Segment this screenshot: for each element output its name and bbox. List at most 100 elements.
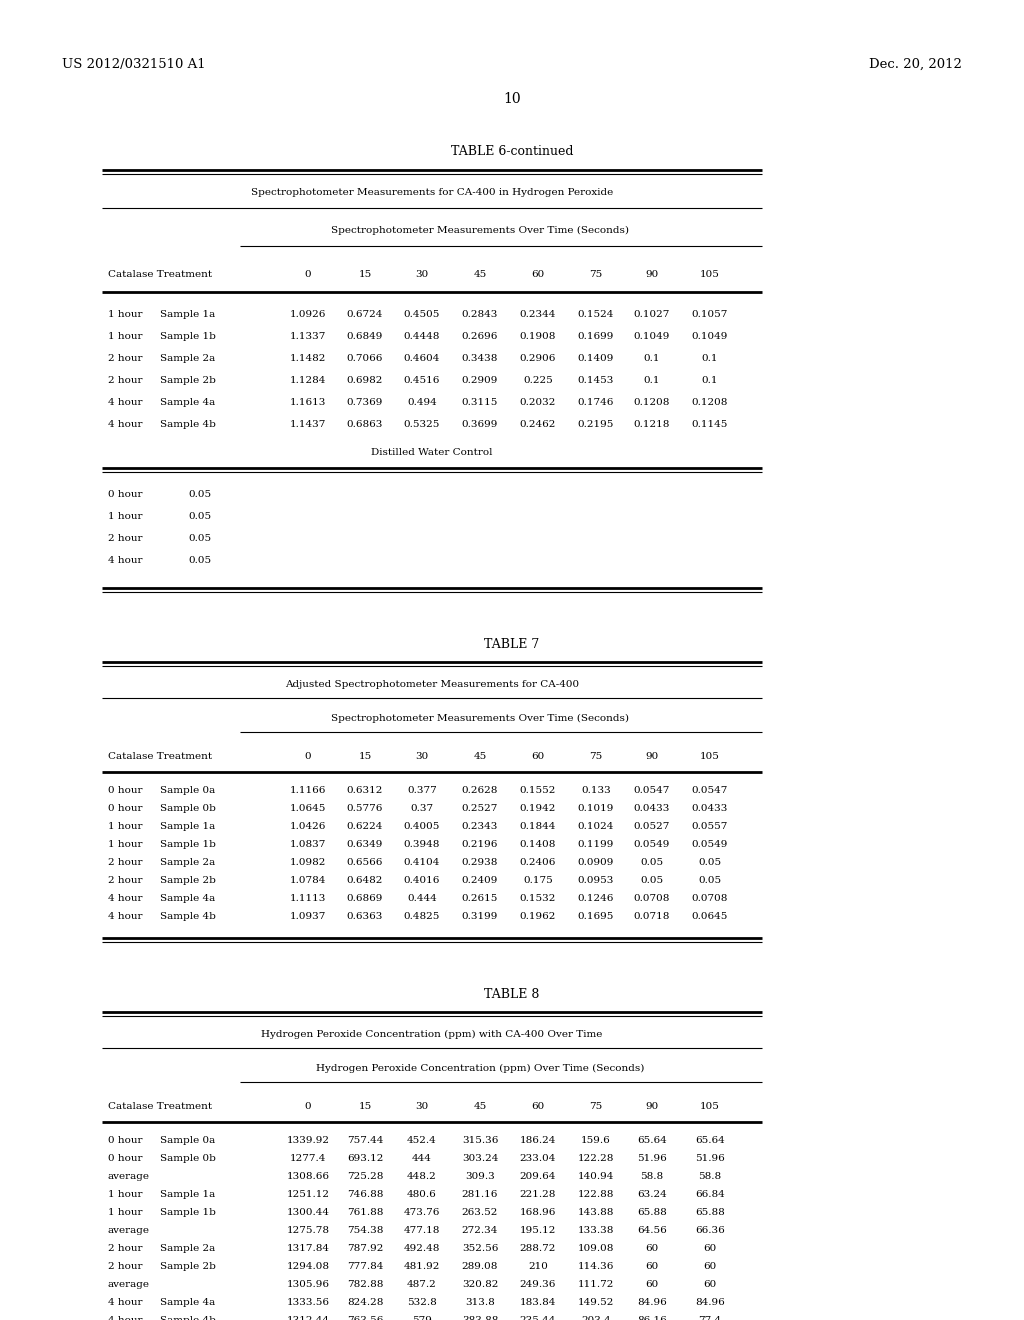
Text: Hydrogen Peroxide Concentration (ppm) Over Time (Seconds): Hydrogen Peroxide Concentration (ppm) Ov… [315,1064,644,1073]
Text: Catalase Treatment: Catalase Treatment [108,1102,212,1111]
Text: 0.1246: 0.1246 [578,894,614,903]
Text: 4 hour: 4 hour [108,912,142,921]
Text: 65.88: 65.88 [695,1208,725,1217]
Text: 2 hour: 2 hour [108,354,142,363]
Text: 444: 444 [412,1154,432,1163]
Text: 60: 60 [703,1262,717,1271]
Text: Sample 2b: Sample 2b [160,376,216,385]
Text: 0.1199: 0.1199 [578,840,614,849]
Text: 0.37: 0.37 [411,804,433,813]
Text: 0.1746: 0.1746 [578,399,614,407]
Text: 0.2195: 0.2195 [578,420,614,429]
Text: 0.1695: 0.1695 [578,912,614,921]
Text: 0.1208: 0.1208 [692,399,728,407]
Text: 0.0909: 0.0909 [578,858,614,867]
Text: 203.4: 203.4 [582,1316,611,1320]
Text: Adjusted Spectrophotometer Measurements for CA-400: Adjusted Spectrophotometer Measurements … [285,680,579,689]
Text: 1294.08: 1294.08 [287,1262,330,1271]
Text: 1 hour: 1 hour [108,822,142,832]
Text: 272.34: 272.34 [462,1226,499,1236]
Text: 75: 75 [590,271,603,279]
Text: 0.1: 0.1 [644,354,660,363]
Text: 1300.44: 1300.44 [287,1208,330,1217]
Text: 0.2615: 0.2615 [462,894,499,903]
Text: 0.05: 0.05 [698,876,722,884]
Text: 1251.12: 1251.12 [287,1191,330,1199]
Text: 105: 105 [700,271,720,279]
Text: 66.84: 66.84 [695,1191,725,1199]
Text: 45: 45 [473,752,486,762]
Text: 492.48: 492.48 [403,1243,440,1253]
Text: 90: 90 [645,752,658,762]
Text: 114.36: 114.36 [578,1262,614,1271]
Text: Sample 4b: Sample 4b [160,1316,216,1320]
Text: 0.0549: 0.0549 [634,840,670,849]
Text: Sample 4a: Sample 4a [160,894,215,903]
Text: Sample 2a: Sample 2a [160,354,215,363]
Text: 1333.56: 1333.56 [287,1298,330,1307]
Text: 64.56: 64.56 [637,1226,667,1236]
Text: 4 hour: 4 hour [108,556,142,565]
Text: 75: 75 [590,752,603,762]
Text: 90: 90 [645,271,658,279]
Text: 84.96: 84.96 [637,1298,667,1307]
Text: 0.05: 0.05 [188,535,211,543]
Text: Sample 2a: Sample 2a [160,858,215,867]
Text: 0 hour: 0 hour [108,490,142,499]
Text: 51.96: 51.96 [695,1154,725,1163]
Text: 0.1049: 0.1049 [692,333,728,341]
Text: Catalase Treatment: Catalase Treatment [108,752,212,762]
Text: Sample 0a: Sample 0a [160,1137,215,1144]
Text: 0.0549: 0.0549 [692,840,728,849]
Text: 249.36: 249.36 [520,1280,556,1290]
Text: 209.64: 209.64 [520,1172,556,1181]
Text: 0.2196: 0.2196 [462,840,499,849]
Text: 1275.78: 1275.78 [287,1226,330,1236]
Text: 0.6982: 0.6982 [347,376,383,385]
Text: 90: 90 [645,1102,658,1111]
Text: 0.3199: 0.3199 [462,912,499,921]
Text: 0.2696: 0.2696 [462,333,499,341]
Text: 1312.44: 1312.44 [287,1316,330,1320]
Text: Sample 0b: Sample 0b [160,1154,216,1163]
Text: 60: 60 [531,752,545,762]
Text: 45: 45 [473,271,486,279]
Text: Hydrogen Peroxide Concentration (ppm) with CA-400 Over Time: Hydrogen Peroxide Concentration (ppm) wi… [261,1030,603,1039]
Text: 58.8: 58.8 [640,1172,664,1181]
Text: 30: 30 [416,1102,429,1111]
Text: 221.28: 221.28 [520,1191,556,1199]
Text: 0.1208: 0.1208 [634,399,670,407]
Text: 309.3: 309.3 [465,1172,495,1181]
Text: 1.1166: 1.1166 [290,785,327,795]
Text: Sample 1b: Sample 1b [160,840,216,849]
Text: 60: 60 [531,1102,545,1111]
Text: 15: 15 [358,752,372,762]
Text: 0.1027: 0.1027 [634,310,670,319]
Text: 0.0547: 0.0547 [634,785,670,795]
Text: 0.3948: 0.3948 [403,840,440,849]
Text: 0.133: 0.133 [582,785,611,795]
Text: 195.12: 195.12 [520,1226,556,1236]
Text: 4 hour: 4 hour [108,1298,142,1307]
Text: 0.3115: 0.3115 [462,399,499,407]
Text: 579: 579 [412,1316,432,1320]
Text: 352.56: 352.56 [462,1243,499,1253]
Text: Sample 4b: Sample 4b [160,420,216,429]
Text: 1305.96: 1305.96 [287,1280,330,1290]
Text: 77.4: 77.4 [698,1316,722,1320]
Text: 0 hour: 0 hour [108,804,142,813]
Text: 2 hour: 2 hour [108,1262,142,1271]
Text: 105: 105 [700,752,720,762]
Text: 2 hour: 2 hour [108,535,142,543]
Text: 122.28: 122.28 [578,1154,614,1163]
Text: 0.3438: 0.3438 [462,354,499,363]
Text: Sample 1b: Sample 1b [160,333,216,341]
Text: 140.94: 140.94 [578,1172,614,1181]
Text: TABLE 6-continued: TABLE 6-continued [451,145,573,158]
Text: 159.6: 159.6 [582,1137,611,1144]
Text: 0.0708: 0.0708 [692,894,728,903]
Text: 725.28: 725.28 [347,1172,383,1181]
Text: 4 hour: 4 hour [108,894,142,903]
Text: 0.1962: 0.1962 [520,912,556,921]
Text: 0.2843: 0.2843 [462,310,499,319]
